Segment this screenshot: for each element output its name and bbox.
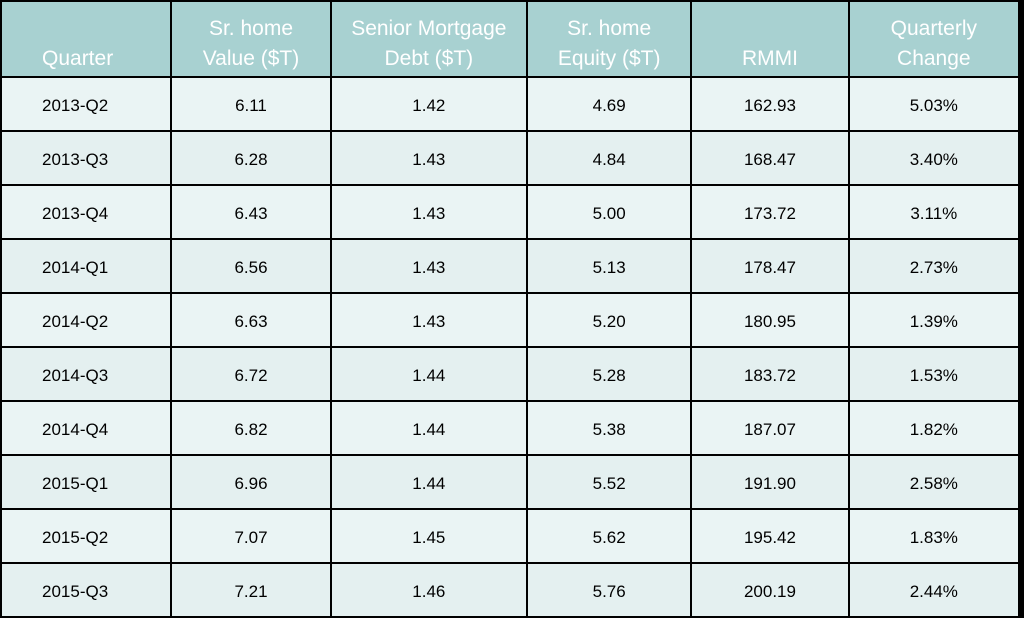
cell-sr-home-equity: 4.84 <box>528 132 691 184</box>
table-row: 2014-Q1 6.56 1.43 5.13 178.47 2.73% <box>2 240 1018 292</box>
cell-quarter: 2014-Q3 <box>2 348 171 400</box>
cell-rmmi: 162.93 <box>692 78 848 130</box>
cell-senior-mortgage-debt: 1.46 <box>331 564 527 616</box>
cell-sr-home-equity: 5.28 <box>528 348 691 400</box>
header-line: Equity ($T) <box>557 47 661 70</box>
cell-sr-home-equity: 5.00 <box>528 186 691 238</box>
cell-sr-home-value: 6.43 <box>172 186 330 238</box>
header-line: Debt ($T) <box>384 47 474 70</box>
header-quarter: Quarter <box>2 2 171 76</box>
header-rmmi: RMMI <box>692 2 848 76</box>
header-senior-mortgage-debt: Senior Mortgage Debt ($T) <box>331 2 527 76</box>
cell-quarterly-change: 5.03% <box>849 78 1018 130</box>
cell-senior-mortgage-debt: 1.42 <box>331 78 527 130</box>
cell-sr-home-value: 6.11 <box>172 78 330 130</box>
cell-quarterly-change: 1.83% <box>849 510 1018 562</box>
cell-quarter: 2014-Q2 <box>2 294 171 346</box>
cell-sr-home-equity: 5.76 <box>528 564 691 616</box>
cell-sr-home-equity: 4.69 <box>528 78 691 130</box>
cell-rmmi: 195.42 <box>692 510 848 562</box>
table-row: 2013-Q4 6.43 1.43 5.00 173.72 3.11% <box>2 186 1018 238</box>
cell-quarter: 2015-Q2 <box>2 510 171 562</box>
cell-rmmi: 187.07 <box>692 402 848 454</box>
cell-quarter: 2015-Q3 <box>2 564 171 616</box>
cell-quarterly-change: 2.44% <box>849 564 1018 616</box>
cell-senior-mortgage-debt: 1.43 <box>331 186 527 238</box>
cell-sr-home-equity: 5.38 <box>528 402 691 454</box>
header-line: Senior Mortgage <box>351 17 507 40</box>
table-body: 2013-Q2 6.11 1.42 4.69 162.93 5.03% 2013-Q3 6.2… <box>2 78 1018 616</box>
cell-rmmi: 183.72 <box>692 348 848 400</box>
cell-sr-home-value: 6.72 <box>172 348 330 400</box>
header-line: Quarter <box>42 47 114 70</box>
table-row: 2015-Q3 7.21 1.46 5.76 200.19 2.44% <box>2 564 1018 616</box>
cell-senior-mortgage-debt: 1.44 <box>331 348 527 400</box>
cell-quarter: 2015-Q1 <box>2 456 171 508</box>
header-sr-home-value: Sr. home Value ($T) <box>172 2 330 76</box>
cell-quarter: 2013-Q3 <box>2 132 171 184</box>
header-line: Quarterly <box>890 17 977 40</box>
cell-senior-mortgage-debt: 1.43 <box>331 240 527 292</box>
cell-quarterly-change: 2.58% <box>849 456 1018 508</box>
cell-rmmi: 168.47 <box>692 132 848 184</box>
header-row: Quarter Sr. home Value ($T) Senior Mortgage… <box>2 2 1018 76</box>
cell-sr-home-value: 6.96 <box>172 456 330 508</box>
header-line: Change <box>897 47 971 70</box>
cell-rmmi: 200.19 <box>692 564 848 616</box>
cell-quarterly-change: 3.11% <box>849 186 1018 238</box>
cell-quarter: 2014-Q4 <box>2 402 171 454</box>
cell-rmmi: 191.90 <box>692 456 848 508</box>
table-row: 2014-Q4 6.82 1.44 5.38 187.07 1.82% <box>2 402 1018 454</box>
cell-quarter: 2013-Q4 <box>2 186 171 238</box>
cell-quarterly-change: 3.40% <box>849 132 1018 184</box>
cell-quarterly-change: 1.39% <box>849 294 1018 346</box>
table-row: 2013-Q2 6.11 1.42 4.69 162.93 5.03% <box>2 78 1018 130</box>
cell-quarterly-change: 2.73% <box>849 240 1018 292</box>
table-row: 2014-Q3 6.72 1.44 5.28 183.72 1.53% <box>2 348 1018 400</box>
cell-sr-home-equity: 5.62 <box>528 510 691 562</box>
cell-rmmi: 178.47 <box>692 240 848 292</box>
table-row: 2014-Q2 6.63 1.43 5.20 180.95 1.39% <box>2 294 1018 346</box>
cell-quarterly-change: 1.53% <box>849 348 1018 400</box>
header-line: Value ($T) <box>202 47 300 70</box>
header-line: Sr. home <box>208 17 293 40</box>
cell-quarterly-change: 1.82% <box>849 402 1018 454</box>
cell-senior-mortgage-debt: 1.43 <box>331 132 527 184</box>
cell-sr-home-value: 7.07 <box>172 510 330 562</box>
header-line: Sr. home <box>567 17 652 40</box>
cell-senior-mortgage-debt: 1.45 <box>331 510 527 562</box>
table-row: 2015-Q1 6.96 1.44 5.52 191.90 2.58% <box>2 456 1018 508</box>
cell-sr-home-value: 7.21 <box>172 564 330 616</box>
cell-sr-home-equity: 5.52 <box>528 456 691 508</box>
cell-senior-mortgage-debt: 1.43 <box>331 294 527 346</box>
header-sr-home-equity: Sr. home Equity ($T) <box>528 2 691 76</box>
cell-rmmi: 180.95 <box>692 294 848 346</box>
cell-quarter: 2014-Q1 <box>2 240 171 292</box>
table-row: 2013-Q3 6.28 1.43 4.84 168.47 3.40% <box>2 132 1018 184</box>
table-row: 2015-Q2 7.07 1.45 5.62 195.42 1.83% <box>2 510 1018 562</box>
cell-sr-home-value: 6.28 <box>172 132 330 184</box>
header-line: RMMI <box>741 47 798 70</box>
cell-rmmi: 173.72 <box>692 186 848 238</box>
cell-sr-home-equity: 5.20 <box>528 294 691 346</box>
cell-sr-home-value: 6.63 <box>172 294 330 346</box>
cell-sr-home-equity: 5.13 <box>528 240 691 292</box>
cell-senior-mortgage-debt: 1.44 <box>331 456 527 508</box>
cell-quarter: 2013-Q2 <box>2 78 171 130</box>
cell-sr-home-value: 6.56 <box>172 240 330 292</box>
cell-sr-home-value: 6.82 <box>172 402 330 454</box>
cell-senior-mortgage-debt: 1.44 <box>331 402 527 454</box>
header-quarterly-change: Quarterly Change <box>849 2 1018 76</box>
